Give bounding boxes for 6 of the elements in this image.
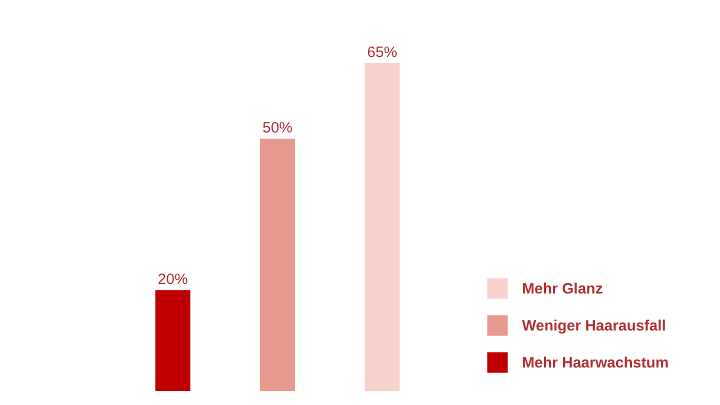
legend-label: Mehr Glanz xyxy=(522,280,603,298)
data-label: 50% xyxy=(262,120,293,137)
data-label: 20% xyxy=(158,271,188,288)
data-label: 65% xyxy=(367,44,398,61)
legend-label: Weniger Haarausfall xyxy=(522,318,666,334)
legend-label: Mehr Haarwachstum xyxy=(522,354,669,372)
